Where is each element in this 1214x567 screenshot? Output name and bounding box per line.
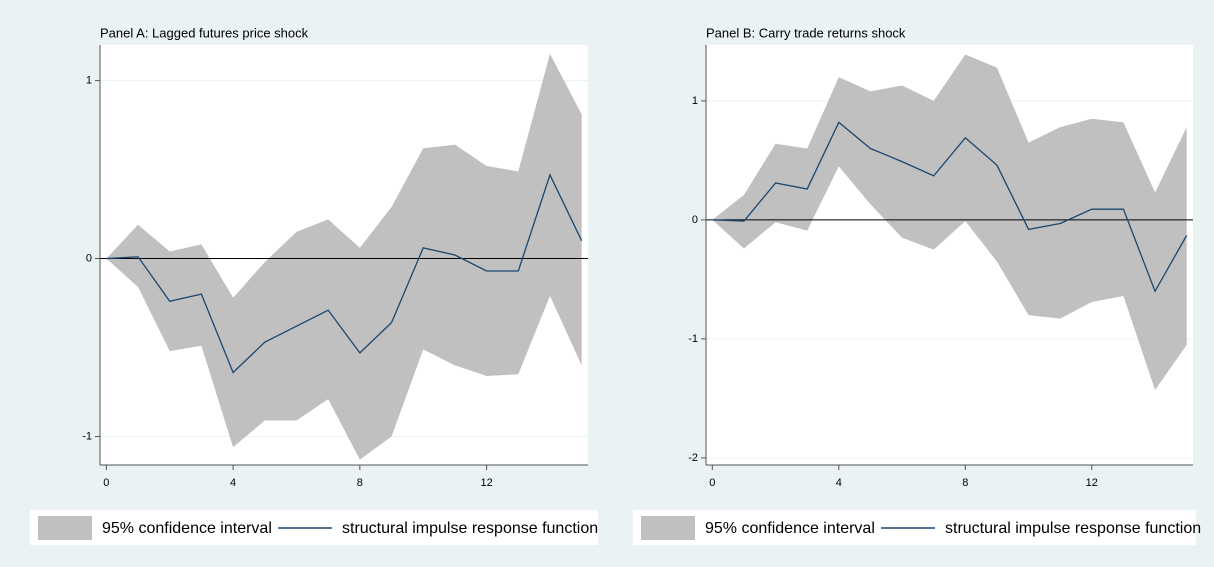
y-tick-label: 1 [692,95,698,107]
confidence-band [106,53,582,460]
y-tick-label: -1 [82,430,92,442]
panel-title: Panel A: Lagged futures price shock [100,25,309,40]
x-tick-label: 12 [1086,477,1098,489]
y-tick-label: 1 [86,74,92,86]
y-tick-label: -2 [688,452,698,464]
irf-line [106,173,583,374]
y-tick-label: 0 [692,214,698,226]
irf-line [712,121,1188,293]
x-tick-label: 12 [480,477,492,489]
x-tick-label: 4 [836,477,842,489]
x-tick-label: 0 [709,477,715,489]
legend-swatch [38,516,92,540]
y-tick-label: -1 [688,333,698,345]
legend-label: 95% confidence interval [705,520,875,537]
legend-label: 95% confidence interval [102,520,272,537]
legend-label: structural impulse response function [945,520,1201,537]
x-tick-label: 8 [357,477,363,489]
x-tick-label: 4 [230,477,236,489]
legend-swatch [641,516,695,540]
x-tick-label: 0 [103,477,109,489]
x-tick-label: 8 [962,477,968,489]
legend-label: structural impulse response function [342,520,598,537]
panel-title: Panel B: Carry trade returns shock [706,25,906,40]
y-tick-label: 0 [86,252,92,264]
